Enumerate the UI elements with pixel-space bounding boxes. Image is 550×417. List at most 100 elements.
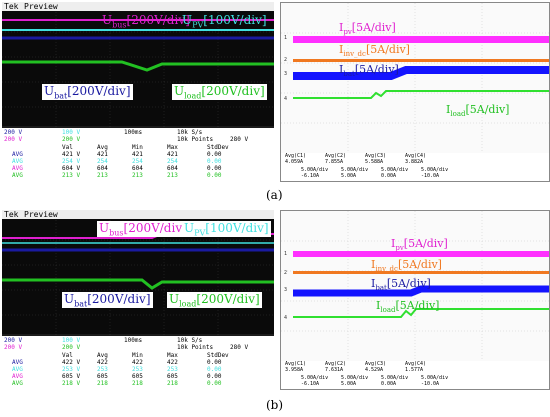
row1-min: 421 <box>132 151 143 158</box>
mode-label: Preview <box>24 210 58 219</box>
label-iinv: Iinv_dc[5A/div] <box>339 43 410 59</box>
row3-min: 604 <box>132 165 143 172</box>
label-ubat: Ubat[200V/div] <box>62 292 153 309</box>
ch3-setting: 200 V <box>4 344 23 351</box>
meas-val-3: 5.588A <box>365 159 384 165</box>
ibat-trace <box>293 285 549 297</box>
trigger-level: 280 V <box>230 136 249 143</box>
row4-val: 218 V <box>62 380 81 387</box>
ch1-scale: 5.00A/div <box>301 167 329 173</box>
row1-val: 422 V <box>62 359 81 366</box>
label-upv: UPV[100V/div] <box>182 13 267 30</box>
col-stddev: StdDev <box>207 352 229 359</box>
sample-rate: 10k S/s <box>177 129 203 136</box>
row3-min: 605 <box>132 373 143 380</box>
ch4-offset: -10.0A <box>421 381 440 387</box>
row1-label: AVG <box>12 151 23 158</box>
row2-max: 253 <box>167 366 178 373</box>
scope-info-a: 200 V 100 V 200 V 200 V 100ms 10k S/s 10… <box>2 128 274 180</box>
label-ubus: Ubus[200V/div] <box>97 221 189 238</box>
svg-text:2: 2 <box>284 270 287 276</box>
timebase: 100ms <box>124 129 143 136</box>
svg-text:2: 2 <box>284 57 287 63</box>
ch2-scale: 5.00A/div <box>341 167 369 173</box>
label-ibat: Ibat[5A/div] <box>371 277 431 293</box>
meas-3: Avg(C3) <box>365 361 387 367</box>
meas-1: Avg(C1) <box>285 361 307 367</box>
row2-stddev: 0.00 <box>207 366 222 373</box>
row4-max: 213 <box>167 172 178 179</box>
meas-val-3: 4.529A <box>365 367 384 373</box>
meas-val-2: 7.631A <box>325 367 344 373</box>
ch1-setting: 200 V <box>4 337 23 344</box>
meas-4: Avg(C4) <box>405 153 427 159</box>
scope-voltage-b: Tek Preview Ubus[200V/div] UPV[100V/div]… <box>2 210 274 388</box>
scope-current-a: 1 2 3 4 Ipv[5A/div] Iinv_dc[5A/div] Ibat[5A… <box>280 2 550 182</box>
row4-label: AVG <box>12 380 23 387</box>
row4-min: 213 <box>132 172 143 179</box>
ipv-trace <box>293 251 549 257</box>
label-iinv: Iinv_dc[5A/div] <box>371 258 442 274</box>
col-val: Val <box>62 144 73 151</box>
ipv-trace <box>293 36 549 43</box>
mode-label: Preview <box>24 2 58 11</box>
row1-avg: 421 <box>97 151 108 158</box>
row1-stddev: 0.00 <box>207 359 222 366</box>
meas-1: Avg(C1) <box>285 153 307 159</box>
row4-stddev: 0.00 <box>207 172 222 179</box>
row1-max: 422 <box>167 359 178 366</box>
voltage-traces-a <box>2 12 274 128</box>
row2-avg: 254 <box>97 158 108 165</box>
col-min: Min <box>132 352 143 359</box>
ch1-scale: 5.00A/div <box>301 375 329 381</box>
row4-max: 218 <box>167 380 178 387</box>
meas-val-4: 1.577A <box>405 367 424 373</box>
row4-avg: 213 <box>97 172 108 179</box>
col-stddev: StdDev <box>207 144 229 151</box>
scope-voltage-a: Tek Preview Ubus[200V/div] UPV[100V/div]… <box>2 2 274 180</box>
row3-avg: 604 <box>97 165 108 172</box>
row4-avg: 218 <box>97 380 108 387</box>
row2-max: 254 <box>167 158 178 165</box>
row3-max: 604 <box>167 165 178 172</box>
ch2-scale: 5.00A/div <box>341 375 369 381</box>
ch1-offset: -6.10A <box>301 381 320 387</box>
timebase: 100ms <box>124 337 143 344</box>
row1-val: 421 V <box>62 151 81 158</box>
row2-val: 253 V <box>62 366 81 373</box>
scope-current-b: 1 2 3 4 Ipv[5A/div] Iinv_dc[5A/div] Ibat[5A… <box>280 210 550 390</box>
ch2-setting: 100 V <box>62 129 81 136</box>
ibat-trace <box>293 66 549 80</box>
row1-min: 422 <box>132 359 143 366</box>
row4-val: 213 V <box>62 172 81 179</box>
col-avg: Avg <box>97 144 108 151</box>
ch4-setting: 200 V <box>62 136 81 143</box>
ch3-scale: 5.00A/div <box>381 167 409 173</box>
row3-val: 605 V <box>62 373 81 380</box>
svg-text:1: 1 <box>284 35 287 41</box>
label-ibat: Ibat[5A/div] <box>339 63 399 79</box>
ch4-scale: 5.00A/div <box>421 167 449 173</box>
ch2-offset: 5.00A <box>341 381 357 387</box>
row4-min: 218 <box>132 380 143 387</box>
panel-a: Tek Preview Ubus[200V/div] UPV[100V/div]… <box>0 0 550 208</box>
row2-stddev: 0.00 <box>207 158 222 165</box>
col-max: Max <box>167 144 178 151</box>
row3-max: 605 <box>167 373 178 380</box>
svg-text:4: 4 <box>284 315 287 321</box>
ch3-scale: 5.00A/div <box>381 375 409 381</box>
row3-stddev: 0.00 <box>207 373 222 380</box>
label-ubus: Ubus[200V/div] <box>102 13 190 30</box>
brand-label: Tek <box>4 2 19 11</box>
caption-a: (a) <box>266 188 283 202</box>
label-uload: Uload[200V/div] <box>172 84 267 101</box>
ch3-offset: 0.00A <box>381 173 397 179</box>
meas-val-1: 3.958A <box>285 367 304 373</box>
row2-avg: 253 <box>97 366 108 373</box>
row2-label: AVG <box>12 366 23 373</box>
svg-text:3: 3 <box>284 71 287 77</box>
record-points: 10k Points <box>177 344 214 351</box>
svg-text:4: 4 <box>284 96 287 102</box>
label-ipv: Ipv[5A/div] <box>339 21 396 37</box>
row4-stddev: 0.00 <box>207 380 222 387</box>
